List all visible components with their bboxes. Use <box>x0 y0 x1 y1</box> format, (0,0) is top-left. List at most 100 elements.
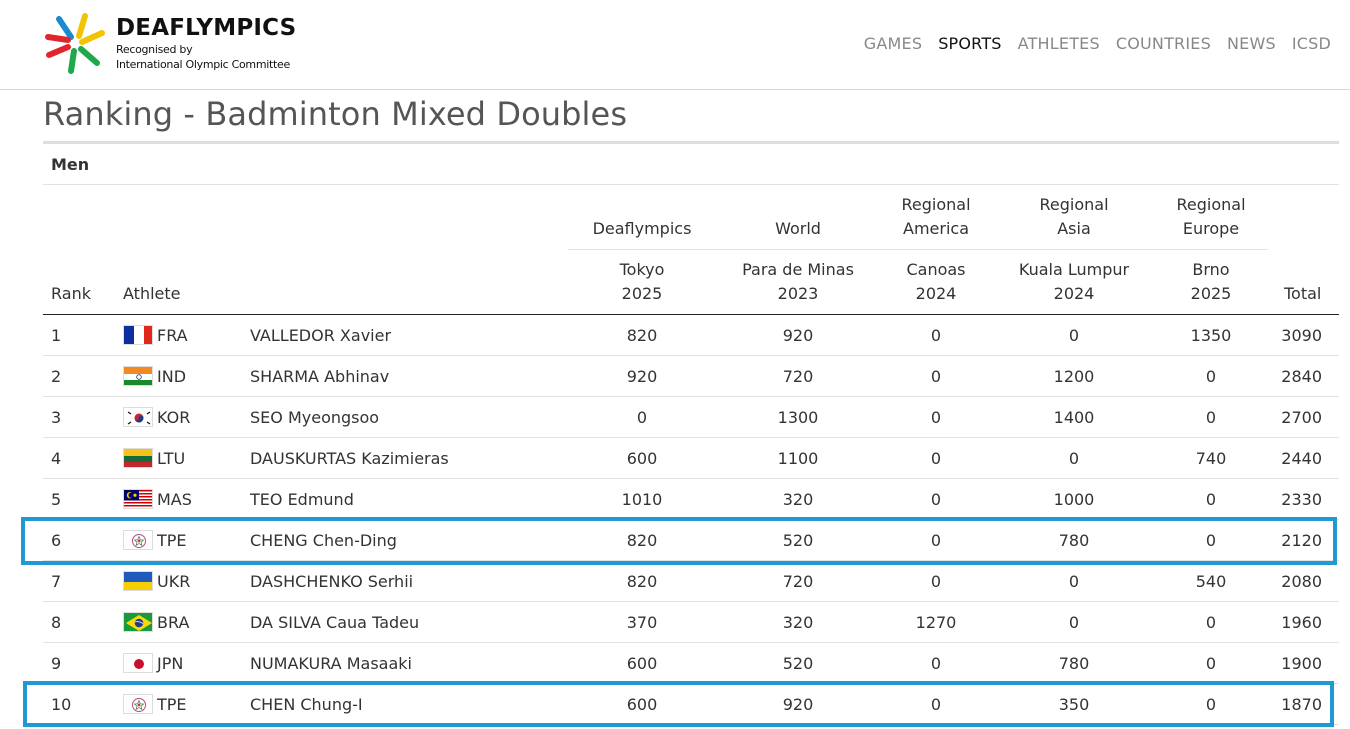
athlete-name-link[interactable]: NUMAKURA Masaaki <box>250 654 412 673</box>
event-tokyo-year: 2025 <box>621 284 663 303</box>
brand-title: DEAFLYMPICS <box>116 15 297 41</box>
points-tokyo-2025: 1010 <box>621 490 663 509</box>
points-brno-2025: 0 <box>1205 654 1217 673</box>
points-kuala-lumpur-2024: 0 <box>1068 613 1080 632</box>
points-brno-2025: 740 <box>1195 449 1227 468</box>
group-header-divider <box>568 249 1268 250</box>
nav-news[interactable]: NEWS <box>1226 34 1276 53</box>
athlete-name-link[interactable]: VALLEDOR Xavier <box>250 326 392 345</box>
table-row: 4 LTU DAUSKURTAS Kazimieras 600 1100 0 0 740 244… <box>43 438 1339 479</box>
rank-cell: 3 <box>51 408 62 427</box>
country-code-link[interactable]: KOR <box>157 408 191 427</box>
rank-cell: 6 <box>51 531 62 550</box>
athlete-name-link[interactable]: DASHCHENKO Serhii <box>250 572 414 591</box>
rank-cell: 10 <box>51 695 72 714</box>
rank-cell: 5 <box>51 490 62 509</box>
points-canoas-2024: 0 <box>930 531 942 550</box>
points-brno-2025: 0 <box>1205 408 1217 427</box>
nav-countries[interactable]: COUNTRIES <box>1115 34 1211 53</box>
total-cell: 2440 <box>1281 449 1322 468</box>
country-code-link[interactable]: FRA <box>157 326 188 345</box>
points-para-de-minas-2023: 720 <box>782 367 814 386</box>
ltu-flag-icon[interactable] <box>123 448 153 468</box>
country-code-link[interactable]: IND <box>157 367 187 386</box>
points-para-de-minas-2023: 520 <box>782 531 814 550</box>
country-code-link[interactable]: LTU <box>157 449 186 468</box>
points-tokyo-2025: 0 <box>636 408 648 427</box>
points-canoas-2024: 0 <box>930 572 942 591</box>
points-tokyo-2025: 370 <box>626 613 658 632</box>
athlete-name-link[interactable]: SHARMA Abhinav <box>250 367 390 386</box>
points-kuala-lumpur-2024: 1000 <box>1053 490 1095 509</box>
points-para-de-minas-2023: 920 <box>782 326 814 345</box>
total-cell: 2700 <box>1281 408 1322 427</box>
points-canoas-2024: 0 <box>930 654 942 673</box>
kor-flag-icon[interactable] <box>123 407 153 427</box>
points-kuala-lumpur-2024: 1400 <box>1053 408 1095 427</box>
rank-cell: 4 <box>51 449 62 468</box>
col-group-regional-europe-line2: Europe <box>1182 219 1240 238</box>
col-group-regional-asia: Regional Asia <box>1014 193 1134 241</box>
points-para-de-minas-2023: 920 <box>782 695 814 714</box>
country-code-link[interactable]: JPN <box>157 654 184 673</box>
country-code-link[interactable]: TPE <box>157 531 187 550</box>
rank-cell: 7 <box>51 572 62 591</box>
athlete-name-link[interactable]: CHENG Chen-Ding <box>250 531 397 550</box>
fra-flag-icon[interactable] <box>123 325 153 345</box>
table-row: 8 BRA DA SILVA Caua Tadeu 370 320 1270 0 0 1960 <box>43 602 1339 643</box>
country-code-link[interactable]: TPE <box>157 695 187 714</box>
mas-flag-icon[interactable] <box>123 489 153 509</box>
athlete-name-link[interactable]: TEO Edmund <box>250 490 354 509</box>
col-header-total[interactable]: Total <box>1284 284 1322 303</box>
bra-flag-icon[interactable] <box>123 612 153 632</box>
title-divider <box>43 141 1339 144</box>
points-kuala-lumpur-2024: 0 <box>1068 326 1080 345</box>
col-header-rank[interactable]: Rank <box>51 284 91 303</box>
col-group-deaflympics: Deaflympics <box>592 219 692 238</box>
athlete-name-link[interactable]: CHEN Chung-I <box>250 695 363 714</box>
tpe-flag-icon[interactable] <box>123 530 153 550</box>
country-code-link[interactable]: MAS <box>157 490 192 509</box>
tpe-flag-icon[interactable] <box>123 694 153 714</box>
points-canoas-2024: 0 <box>930 490 942 509</box>
table-row: 6 TPE CHENG Chen-Ding 820 520 0 780 0 2120 <box>43 520 1339 561</box>
points-kuala-lumpur-2024: 780 <box>1058 531 1090 550</box>
deaflympics-logo-icon[interactable] <box>44 12 106 74</box>
event-tokyo: Tokyo 2025 <box>572 258 712 306</box>
athlete-name-link[interactable]: DA SILVA Caua Tadeu <box>250 613 420 632</box>
highlight-box-rank-10 <box>23 681 1334 727</box>
points-brno-2025: 0 <box>1205 490 1217 509</box>
nav-athletes[interactable]: ATHLETES <box>1017 34 1100 53</box>
points-para-de-minas-2023: 720 <box>782 572 814 591</box>
event-para-de-minas: Para de Minas 2023 <box>728 258 868 306</box>
country-code-link[interactable]: BRA <box>157 613 190 632</box>
points-para-de-minas-2023: 320 <box>782 490 814 509</box>
points-kuala-lumpur-2024: 0 <box>1068 449 1080 468</box>
total-cell: 1870 <box>1281 695 1322 714</box>
points-para-de-minas-2023: 1100 <box>777 449 819 468</box>
points-canoas-2024: 0 <box>930 449 942 468</box>
col-group-world: World <box>775 219 821 238</box>
col-group-regional-asia-line2: Asia <box>1057 219 1091 238</box>
nav-icsd[interactable]: ICSD <box>1291 34 1331 53</box>
ind-flag-icon[interactable] <box>123 366 153 386</box>
section-label: Men <box>51 155 90 174</box>
table-header-divider <box>43 314 1339 315</box>
nav-games[interactable]: GAMES <box>863 34 923 53</box>
athlete-name-link[interactable]: DAUSKURTAS Kazimieras <box>250 449 449 468</box>
nav-sports[interactable]: SPORTS <box>938 34 1002 53</box>
col-header-athlete[interactable]: Athlete <box>123 284 181 303</box>
table-row: 5 MAS TEO Edmund 1010 320 0 1000 0 2330 <box>43 479 1339 520</box>
athlete-name-link[interactable]: SEO Myeongsoo <box>250 408 380 427</box>
ukr-flag-icon[interactable] <box>123 571 153 591</box>
event-brno-year: 2025 <box>1190 284 1232 303</box>
points-tokyo-2025: 600 <box>626 449 658 468</box>
country-code-link[interactable]: UKR <box>157 572 191 591</box>
points-kuala-lumpur-2024: 0 <box>1068 572 1080 591</box>
brand[interactable]: DEAFLYMPICS Recognised by International … <box>116 14 296 72</box>
total-cell: 3090 <box>1281 326 1322 345</box>
points-canoas-2024: 0 <box>930 367 942 386</box>
jpn-flag-icon[interactable] <box>123 653 153 673</box>
points-tokyo-2025: 820 <box>626 572 658 591</box>
event-tokyo-city: Tokyo <box>619 260 665 279</box>
